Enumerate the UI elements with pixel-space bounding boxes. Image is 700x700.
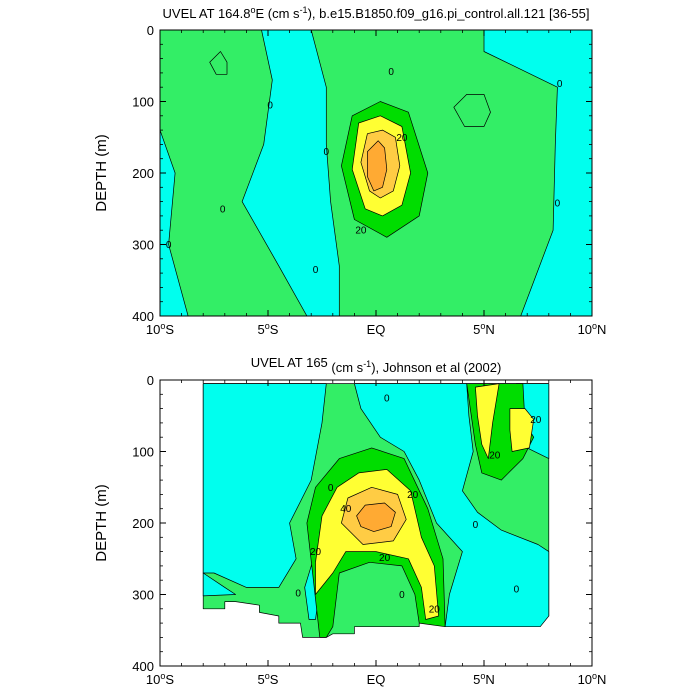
contour-label: 0 — [557, 79, 563, 90]
contour-label: 20 — [530, 415, 542, 426]
contour-region-40 — [356, 502, 396, 532]
lower-chart-title: UVEL AT 165 (cm s-1), Johnson et al (200… — [251, 355, 502, 375]
y-tick-label: 200 — [132, 166, 154, 181]
y-tick-label: 400 — [132, 309, 154, 324]
x-tick-label: 10oN — [578, 321, 607, 337]
lower-contour-fills — [202, 383, 550, 638]
upper-contour-labels: 20 20 0 0 0 0 0 0 0 0 — [166, 67, 563, 276]
contour-label: 0 — [220, 204, 226, 215]
upper-y-axis-label: DEPTH (m) — [93, 134, 110, 212]
contour-label: 0 — [328, 483, 334, 494]
y-tick-label: 100 — [132, 445, 154, 460]
contour-label: 0 — [295, 589, 301, 600]
contour-label: 0 — [313, 265, 319, 276]
contour-label: 0 — [324, 147, 330, 158]
upper-contour-fills — [160, 30, 592, 316]
y-tick-label: 200 — [132, 516, 154, 531]
contour-label: 0 — [555, 199, 561, 210]
x-tick-label: 5oN — [473, 321, 495, 337]
contour-label: 0 — [514, 584, 520, 595]
contour-label: 20 — [355, 226, 367, 237]
upper-panel-model: UVEL AT 164.8oE (cm s-1), b.e15.B1850.f0… — [93, 5, 606, 337]
contour-label: 0 — [399, 590, 405, 601]
contour-label: 0 — [388, 67, 394, 78]
contour-region-20 — [509, 408, 535, 452]
contour-region-0 — [202, 383, 327, 588]
contour-label: 20 — [407, 490, 419, 501]
contour-region-0 — [160, 129, 189, 316]
contour-label: 20 — [429, 604, 441, 615]
x-tick-label: 5oS — [258, 671, 279, 687]
contour-label: 20 — [379, 553, 391, 564]
contour-region-0 — [354, 383, 550, 628]
x-tick-label: 10oS — [146, 671, 174, 687]
contour-region-0 — [202, 572, 236, 597]
contour-region-20 — [475, 383, 500, 459]
contour-label: 0 — [267, 101, 273, 112]
contour-label: 0 — [384, 393, 390, 404]
contour-label: 0 — [473, 520, 479, 531]
contour-region-0 — [241, 30, 340, 316]
contour-label: 40 — [340, 504, 352, 515]
contour-region-10 — [209, 51, 228, 75]
contour-region-40 — [367, 140, 388, 192]
contour-region-0 — [483, 30, 592, 316]
lower-contour-labels: 20 40 20 20 20 20 20 0 0 0 0 0 0 — [295, 393, 541, 615]
contour-label: 20 — [489, 451, 501, 462]
y-tick-label: 300 — [132, 588, 154, 603]
lower-y-axis-label: DEPTH (m) — [93, 484, 110, 562]
y-tick-label: 300 — [132, 238, 154, 253]
y-tick-label: 100 — [132, 95, 154, 110]
y-tick-label: 0 — [147, 373, 154, 388]
x-tick-label: EQ — [367, 672, 386, 687]
x-tick-label: 5oN — [473, 671, 495, 687]
x-tick-label: 10oS — [146, 321, 174, 337]
y-tick-label: 0 — [147, 23, 154, 38]
lower-panel-observations: UVEL AT 165 (cm s-1), Johnson et al (200… — [93, 355, 606, 687]
x-tick-label: 5oS — [258, 321, 279, 337]
y-tick-label: 400 — [132, 659, 154, 674]
contour-label: 20 — [396, 133, 408, 144]
contour-label: 0 — [166, 240, 172, 251]
upper-chart-title: UVEL AT 164.8oE (cm s-1), b.e15.B1850.f0… — [163, 5, 590, 21]
contour-label: 20 — [310, 547, 322, 558]
x-tick-label: EQ — [367, 322, 386, 337]
x-tick-label: 10oN — [578, 671, 607, 687]
contour-region-10 — [453, 94, 491, 127]
